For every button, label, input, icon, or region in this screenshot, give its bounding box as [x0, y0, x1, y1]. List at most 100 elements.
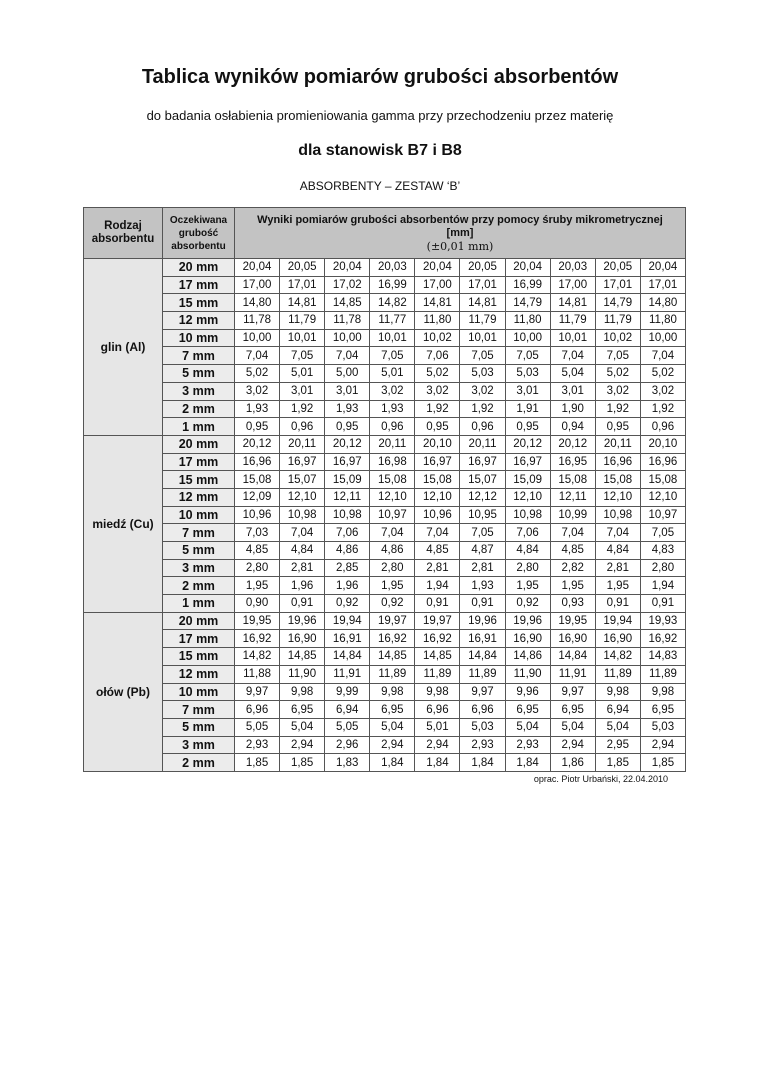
measurement-cell: 9,98: [369, 682, 416, 702]
measurement-cell: 1,85: [594, 753, 641, 772]
table-row: 15 mm 14,82 14,85 14,84 14,85 14,85 14,84 14,86…: [84, 647, 687, 666]
header-uncertainty: (±0,01 mm): [426, 239, 494, 253]
measurement-cell: 14,85: [324, 293, 371, 313]
measurement-cell: 17,00: [414, 275, 461, 295]
measurement-cell: 1,84: [369, 753, 416, 772]
measurement-cell: 3,01: [324, 381, 371, 401]
measurement-cell: 14,84: [459, 647, 506, 666]
measurement-cell: 11,89: [594, 664, 641, 684]
measurement-cell: 0,91: [594, 594, 641, 613]
measurement-cell: 0,91: [414, 594, 461, 613]
expected-thickness-cell: 15 mm: [162, 470, 235, 489]
measurement-cell: 4,84: [594, 541, 641, 560]
measurement-cell: 10,02: [594, 328, 641, 348]
measurement-cell: 5,02: [594, 364, 641, 383]
measurement-cell: 2,80: [639, 558, 687, 578]
measurement-cell: 6,96: [459, 700, 506, 719]
measurement-cell: 15,08: [594, 470, 641, 489]
measurement-cell: 5,03: [459, 717, 506, 737]
measurement-cell: 1,84: [459, 753, 506, 772]
expected-thickness-cell: 15 mm: [162, 293, 235, 313]
measurement-cell: 11,89: [369, 664, 416, 684]
table-row: 10 mm 10,96 10,98 10,98 10,97 10,96 10,95 10,98…: [84, 505, 687, 525]
measurement-cell: 16,97: [414, 452, 461, 472]
measurement-cell: 3,01: [549, 381, 596, 401]
measurement-cell: 11,79: [459, 311, 506, 330]
measurement-cell: 2,81: [594, 558, 641, 578]
table-row: 17 mm 16,92 16,90 16,91 16,92 16,92 16,91 16,90…: [84, 629, 687, 649]
measurement-cell: 20,04: [639, 258, 687, 277]
measurement-cell: 14,80: [233, 293, 281, 313]
measurement-cell: 15,08: [414, 470, 461, 489]
measurement-cell: 11,78: [324, 311, 371, 330]
measurement-cell: 5,05: [233, 717, 281, 737]
measurement-cell: 0,91: [639, 594, 687, 613]
table-body: glin (Al) 20 mm 20,04 20,05 20,04 20,03 20,04 2…: [83, 258, 687, 772]
measurement-cell: 20,12: [324, 434, 371, 454]
expected-thickness-cell: 7 mm: [162, 700, 235, 719]
measurement-cell: 20,12: [549, 434, 596, 454]
measurement-cell: 16,97: [279, 452, 326, 472]
measurement-cell: 7,04: [594, 523, 641, 542]
table-row: 10 mm 10,00 10,01 10,00 10,01 10,02 10,01 10,00…: [84, 328, 687, 348]
expected-thickness-cell: 17 mm: [162, 452, 235, 472]
table-row: 17 mm 17,00 17,01 17,02 16,99 17,00 17,01 16,99…: [84, 275, 687, 295]
table-row: 5 mm 5,02 5,01 5,00 5,01 5,02 5,03 5,03 5,04 5,02…: [84, 364, 687, 383]
measurement-cell: 9,98: [639, 682, 687, 702]
measurement-cell: 9,98: [279, 682, 326, 702]
expected-thickness-cell: 20 mm: [162, 258, 235, 277]
expected-thickness-cell: 17 mm: [162, 629, 235, 649]
measurement-cell: 16,92: [414, 629, 461, 649]
measurement-cell: 5,03: [459, 364, 506, 383]
measurement-cell: 11,80: [639, 311, 687, 330]
measurement-cell: 10,01: [369, 328, 416, 348]
measurement-cell: 5,04: [369, 717, 416, 737]
measurement-cell: 14,82: [233, 647, 281, 666]
measurement-cell: 20,04: [414, 258, 461, 277]
document-subtitle: do badania osłabienia promieniowania gam…: [146, 108, 614, 123]
measurement-cell: 9,97: [549, 682, 596, 702]
expected-thickness-cell: 3 mm: [162, 558, 235, 578]
measurement-cell: 16,96: [594, 452, 641, 472]
measurement-cell: 14,81: [549, 293, 596, 313]
measurement-cell: 0,96: [369, 417, 416, 436]
measurement-cell: 15,08: [233, 470, 281, 489]
measurement-cell: 5,03: [639, 717, 687, 737]
measurement-cell: 6,95: [279, 700, 326, 719]
measurement-cell: 0,93: [549, 594, 596, 613]
measurement-cell: 6,94: [324, 700, 371, 719]
table-row: 7 mm 7,03 7,04 7,06 7,04 7,04 7,05 7,06 7,04 7,04…: [84, 523, 687, 542]
measurement-cell: 3,02: [233, 381, 281, 401]
measurement-cell: 3,01: [279, 381, 326, 401]
measurement-cell: 10,98: [279, 505, 326, 525]
measurement-cell: 1,91: [504, 399, 551, 419]
measurement-cell: 11,78: [233, 311, 281, 330]
measurement-cell: 1,84: [504, 753, 551, 772]
measurement-cell: 15,09: [504, 470, 551, 489]
measurement-cell: 7,05: [459, 346, 506, 366]
measurement-cell: 0,90: [233, 594, 281, 613]
measurement-cell: 0,95: [594, 417, 641, 436]
header-results: Wyniki pomiarów grubości absorbentów prz…: [234, 207, 686, 259]
measurement-cell: 1,86: [549, 753, 596, 772]
measurement-cell: 14,81: [414, 293, 461, 313]
measurement-cell: 15,08: [549, 470, 596, 489]
measurement-cell: 12,12: [459, 487, 506, 507]
measurement-cell: 1,95: [594, 576, 641, 596]
measurement-cell: 10,99: [549, 505, 596, 525]
measurement-cell: 14,81: [279, 293, 326, 313]
measurement-cell: 11,89: [459, 664, 506, 684]
measurement-cell: 6,95: [369, 700, 416, 719]
measurement-cell: 1,93: [233, 399, 281, 419]
table-row: ołów (Pb) 20 mm 19,95 19,96 19,94 19,97 19,97 1…: [83, 611, 687, 772]
measurement-cell: 12,09: [233, 487, 281, 507]
measurement-cell: 1,95: [549, 576, 596, 596]
measurement-cell: 7,04: [233, 346, 281, 366]
measurement-cell: 0,95: [414, 417, 461, 436]
measurement-cell: 14,85: [414, 647, 461, 666]
measurement-cell: 10,95: [459, 505, 506, 525]
measurement-cell: 16,97: [504, 452, 551, 472]
measurement-cell: 3,02: [414, 381, 461, 401]
measurement-cell: 10,97: [639, 505, 687, 525]
measurement-cell: 17,01: [279, 275, 326, 295]
